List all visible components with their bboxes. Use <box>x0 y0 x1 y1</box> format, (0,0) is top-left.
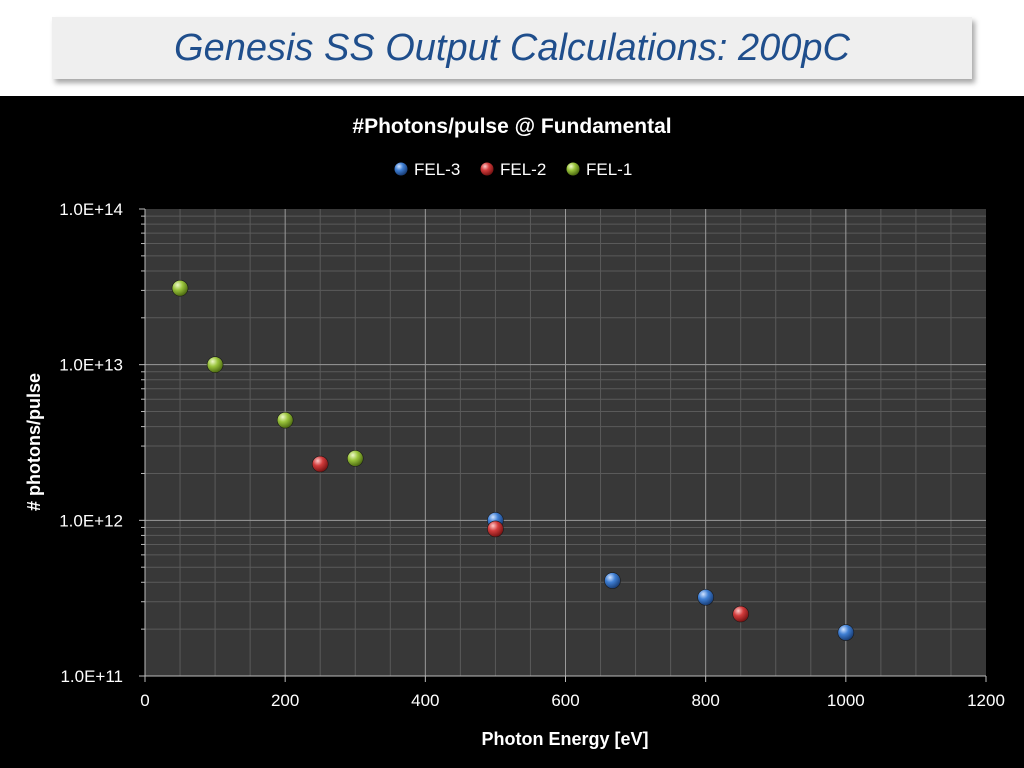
point-fel-1 <box>346 450 364 467</box>
x-tick-label: 200 <box>271 691 299 710</box>
x-tick-label: 1200 <box>967 691 1005 710</box>
point-fel-1 <box>276 411 294 429</box>
point-fel-2 <box>311 455 329 473</box>
chart-area: #Photons/pulse @ Fundamental FEL-3 FEL-2 F… <box>0 96 1024 768</box>
point-fel-3 <box>837 624 855 641</box>
legend-label-fel-1: FEL-1 <box>586 160 632 179</box>
y-tick-label: 1.0E+11 <box>60 667 123 686</box>
legend-marker-fel-2 <box>480 162 494 176</box>
y-tick-label: 1.0E+14 <box>59 200 123 219</box>
tick-labels: 0 200 400 600 800 1000 1200 1.0E+11 1.0E+12 1.0E+… <box>59 200 1005 710</box>
legend-marker-fel-3 <box>394 162 408 176</box>
y-tick-label: 1.0E+12 <box>59 511 123 530</box>
y-tick-label: 1.0E+13 <box>59 356 123 375</box>
point-fel-1 <box>171 279 189 297</box>
major-gridlines <box>145 209 986 676</box>
x-tick-label: 800 <box>691 691 719 710</box>
y-axis-label: # photons/pulse <box>24 373 44 511</box>
point-fel-2 <box>732 605 750 623</box>
legend-marker-fel-1 <box>566 162 580 176</box>
slide-title: Genesis SS Output Calculations: 200pC <box>174 26 850 69</box>
point-fel-1 <box>206 356 224 373</box>
point-fel-2 <box>487 520 504 538</box>
x-tick-label: 1000 <box>827 691 865 710</box>
x-axis-label: Photon Energy [eV] <box>481 729 648 749</box>
data-points <box>171 279 855 641</box>
x-tick-label: 0 <box>140 691 149 710</box>
slide-title-box: Genesis SS Output Calculations: 200pC <box>52 17 972 79</box>
point-fel-3 <box>697 589 714 606</box>
legend: FEL-3 FEL-2 FEL-1 <box>394 160 632 179</box>
chart-title: #Photons/pulse @ Fundamental <box>352 115 671 138</box>
legend-label-fel-2: FEL-2 <box>500 160 546 179</box>
legend-label-fel-3: FEL-3 <box>414 160 460 179</box>
scatter-chart: #Photons/pulse @ Fundamental FEL-3 FEL-2 F… <box>24 115 1005 749</box>
axes <box>139 208 987 682</box>
x-tick-label: 400 <box>411 691 439 710</box>
x-tick-label: 600 <box>551 691 579 710</box>
point-fel-3 <box>604 572 621 589</box>
